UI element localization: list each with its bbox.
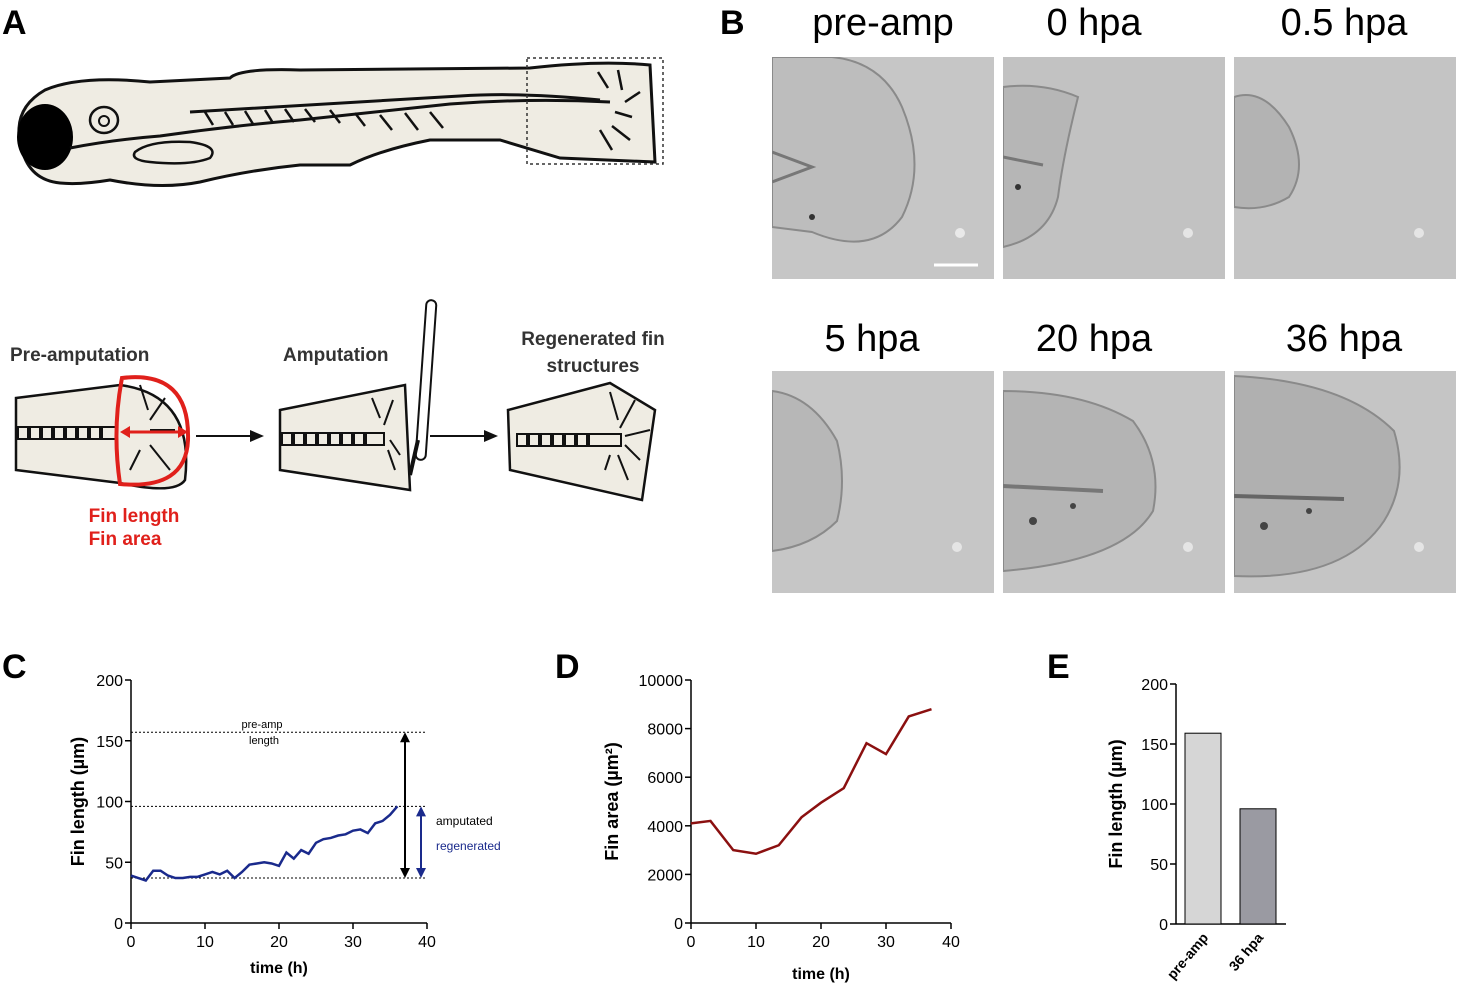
larva-eye [17, 104, 73, 170]
y-tick-label: 0 [1159, 917, 1168, 934]
micrograph-0-hpa [1003, 57, 1225, 279]
y-tick-label: 4000 [647, 819, 683, 836]
series-line [690, 707, 932, 856]
y-tick-label: 6000 [647, 770, 683, 787]
tail-highlight-box [526, 57, 664, 165]
regenerated-arrow-head-bottom [416, 868, 426, 879]
y-tick-label: 50 [105, 855, 123, 872]
x-axis-label: time (h) [250, 960, 308, 977]
x-tick-label: 30 [344, 934, 362, 951]
x-tick-label: 40 [942, 934, 960, 951]
y-axis-label: Fin length (µm) [68, 737, 88, 866]
micrograph-title-1: pre-amp [812, 2, 954, 44]
micrograph-title-2: 0 hpa [1046, 2, 1142, 44]
category-label: 36 hpa [1226, 929, 1267, 973]
y-tick-label: 50 [1150, 857, 1168, 874]
bar [1184, 732, 1222, 925]
chart-fin-length-bars: 0 50 100 150 200 Fin length (µm) pre-amp 36 hpa [1106, 677, 1286, 983]
amputated-arrow-head-top [400, 732, 410, 743]
larva-schematic: Pre-amputation Amputation Regenerated fi… [10, 57, 665, 550]
x-axis-label: time (h) [792, 966, 850, 983]
y-axis-label: Fin length (µm) [1106, 739, 1126, 868]
stage-label-pre-amputation: Pre-amputation [10, 345, 149, 366]
regenerated-arrow-head-top [416, 806, 426, 817]
chart-fin-length-over-time: 0 50 100 150 200 0 10 20 30 40 time (h) Fin length … [68, 673, 501, 977]
y-tick-label: 0 [674, 916, 683, 933]
y-axis-label: Fin area (µm²) [602, 742, 622, 860]
measure-label-fin-area: Fin area [89, 529, 162, 550]
micrograph-title-3: 0.5 hpa [1280, 2, 1408, 44]
x-tick-label: 30 [877, 934, 895, 951]
panel-label-e: E [1047, 648, 1070, 686]
y-tick-label: 2000 [647, 867, 683, 884]
micrograph-pre-amp [772, 57, 994, 279]
panel-label-b: B [720, 4, 745, 42]
y-tick-label: 150 [96, 734, 123, 751]
x-tick-label: 20 [812, 934, 830, 951]
scalpel-icon [414, 299, 438, 461]
micrograph-0.5-hpa [1234, 57, 1456, 279]
measure-label-fin-length: Fin length [89, 506, 180, 527]
micrograph-title-5: 20 hpa [1035, 318, 1153, 360]
annotation-regenerated: regenerated [436, 839, 501, 853]
larva-ear [88, 105, 120, 135]
x-tick-label: 0 [127, 934, 136, 951]
larva-body [17, 61, 657, 188]
micrograph-5-hpa [772, 371, 994, 593]
micrograph-36-hpa [1234, 371, 1456, 593]
arrow-right-icon [250, 430, 264, 442]
x-tick-label: 10 [747, 934, 765, 951]
stage-label-regenerated-line1: Regenerated fin [521, 329, 665, 350]
fin-regenerated [506, 381, 657, 502]
stage-label-amputation: Amputation [283, 345, 389, 366]
y-tick-label: 100 [1141, 797, 1168, 814]
x-tick-label: 20 [270, 934, 288, 951]
panel-label-d: D [555, 648, 580, 686]
stage-label-regenerated-line2: structures [547, 356, 640, 377]
annotation-amputated: amputated [436, 814, 493, 828]
arrow-right-icon [484, 430, 498, 442]
panel-label-a: A [2, 4, 27, 42]
fin-amputation [278, 299, 438, 492]
y-tick-label: 200 [1141, 677, 1168, 694]
y-tick-label: 200 [96, 673, 123, 690]
y-tick-label: 100 [96, 795, 123, 812]
x-tick-label: 40 [418, 934, 436, 951]
bar [1239, 808, 1277, 925]
x-tick-label: 0 [687, 934, 696, 951]
y-tick-label: 8000 [647, 722, 683, 739]
micrograph-20-hpa [1003, 371, 1225, 593]
micrograph-title-4: 5 hpa [824, 318, 920, 360]
chart-fin-area-over-time: 0 2000 4000 6000 8000 10000 0 10 20 30 40 time (h) F… [602, 673, 960, 983]
fin-area-outline [114, 375, 191, 487]
fin-pre-amputation [14, 375, 191, 490]
series-line [130, 805, 399, 882]
reference-label-line2: length [249, 735, 279, 747]
category-label: pre-amp [1164, 930, 1212, 983]
reference-label-line1: pre-amp [242, 719, 283, 731]
y-tick-label: 0 [114, 916, 123, 933]
x-tick-label: 10 [196, 934, 214, 951]
y-tick-label: 150 [1141, 737, 1168, 754]
panel-label-c: C [2, 648, 27, 686]
amputated-arrow-head-bottom [400, 868, 410, 879]
micrograph-title-6: 36 hpa [1285, 318, 1403, 360]
y-tick-label: 10000 [639, 673, 684, 690]
